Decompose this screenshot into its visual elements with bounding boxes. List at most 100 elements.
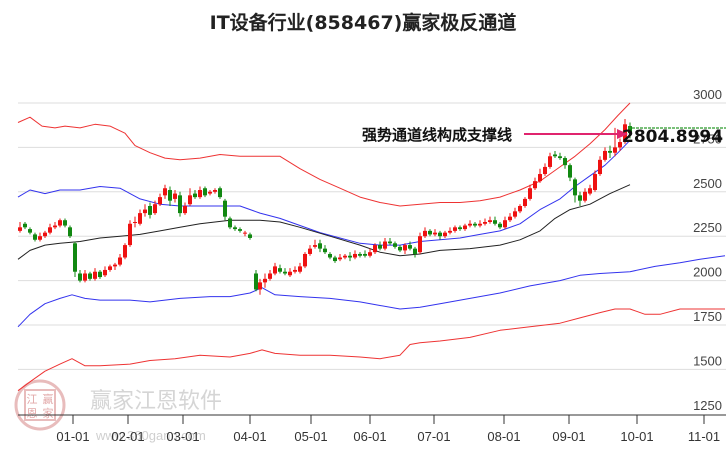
candle-body bbox=[518, 206, 522, 212]
candle-body bbox=[293, 269, 297, 272]
candle-body bbox=[254, 273, 258, 290]
candle-body bbox=[583, 191, 587, 201]
candle-body bbox=[93, 271, 97, 279]
channel-line bbox=[17, 184, 631, 260]
y-tick-label: 2500 bbox=[693, 176, 722, 191]
annotation: 强势通道线构成支撑线 2804.8994 bbox=[362, 126, 726, 147]
candle-body bbox=[303, 253, 307, 267]
candle-body bbox=[308, 248, 312, 254]
y-tick-label: 1500 bbox=[693, 353, 722, 368]
candle-body bbox=[523, 198, 527, 207]
candle-body bbox=[168, 190, 172, 201]
candle-body bbox=[108, 266, 112, 270]
channel-line bbox=[17, 308, 725, 392]
candle-body bbox=[473, 223, 477, 226]
svg-text:恩: 恩 bbox=[27, 407, 38, 420]
candle-body bbox=[38, 236, 42, 240]
candle-body bbox=[463, 225, 467, 230]
candle-body bbox=[613, 147, 617, 153]
arrow-head-icon bbox=[617, 129, 628, 139]
candle-body bbox=[468, 223, 472, 226]
candle-body bbox=[218, 188, 222, 198]
candle-body bbox=[438, 232, 442, 237]
candle-body bbox=[433, 232, 437, 235]
candle-body bbox=[83, 273, 87, 281]
candle-body bbox=[398, 246, 402, 251]
candle-body bbox=[443, 232, 447, 237]
candle-body bbox=[368, 252, 372, 256]
candle-body bbox=[603, 150, 607, 160]
candle-body bbox=[128, 223, 132, 246]
svg-text:赢: 赢 bbox=[43, 392, 54, 406]
x-tick-label: 08-01 bbox=[487, 429, 520, 444]
candle-body bbox=[313, 245, 317, 247]
svg-text:江: 江 bbox=[27, 393, 38, 406]
candle-body bbox=[343, 255, 347, 258]
candle-body bbox=[143, 209, 147, 214]
candle-body bbox=[388, 241, 392, 244]
candle-body bbox=[493, 220, 497, 224]
candle-body bbox=[478, 223, 482, 226]
candle-body bbox=[593, 174, 597, 191]
candle-body bbox=[538, 174, 542, 182]
candle-body bbox=[558, 156, 562, 159]
candle-body bbox=[223, 200, 227, 217]
candle-body bbox=[28, 229, 32, 233]
candle-body bbox=[563, 158, 567, 166]
candle-body bbox=[403, 245, 407, 251]
candle-body bbox=[428, 230, 432, 235]
candle-body bbox=[158, 197, 162, 205]
candle-body bbox=[233, 227, 237, 230]
candle-body bbox=[163, 188, 167, 196]
x-tick-label: 07-01 bbox=[417, 429, 450, 444]
candle-body bbox=[323, 248, 327, 253]
candle-body bbox=[598, 159, 602, 175]
candle-body bbox=[123, 245, 127, 258]
candle-body bbox=[588, 188, 592, 194]
y-tick-label: 2000 bbox=[693, 265, 722, 280]
candle-body bbox=[73, 243, 77, 272]
watermark: 江 赢 恩 家 赢家江恩软件 www.360gann.com bbox=[14, 379, 222, 443]
y-tick-label: 3000 bbox=[693, 87, 722, 102]
candle-body bbox=[148, 206, 152, 215]
candle-body bbox=[358, 253, 362, 256]
watermark-name: 赢家江恩软件 bbox=[90, 389, 222, 414]
candle-body bbox=[193, 193, 197, 198]
x-tick-label: 06-01 bbox=[353, 429, 386, 444]
candle-body bbox=[338, 257, 342, 260]
candle-body bbox=[268, 273, 272, 279]
candle-body bbox=[118, 257, 122, 265]
candle-body bbox=[243, 232, 247, 234]
candle-body bbox=[498, 223, 502, 228]
candle-body bbox=[133, 221, 137, 223]
channel-line bbox=[17, 139, 631, 246]
candle-body bbox=[353, 253, 357, 258]
candle-body bbox=[183, 206, 187, 214]
candle-body bbox=[483, 221, 487, 224]
candle-body bbox=[548, 156, 552, 167]
candle-body bbox=[63, 220, 67, 226]
candle-body bbox=[513, 211, 517, 217]
candle-body bbox=[578, 195, 582, 201]
candle-body bbox=[153, 204, 157, 214]
watermark-seal-icon: 江 赢 恩 家 bbox=[14, 379, 66, 431]
candle-body bbox=[208, 191, 212, 194]
candle-body bbox=[378, 245, 382, 249]
candle-body bbox=[488, 220, 492, 222]
watermark-url: www.360gann.com bbox=[95, 428, 206, 443]
candle-body bbox=[258, 282, 262, 290]
candle-body bbox=[458, 227, 462, 230]
candle-body bbox=[413, 248, 417, 254]
candle-body bbox=[278, 268, 282, 272]
candle-body bbox=[203, 188, 207, 196]
channel-lines bbox=[17, 102, 726, 392]
candle-body bbox=[573, 179, 577, 196]
candle-body bbox=[173, 193, 177, 199]
x-tick-label: 04-01 bbox=[233, 429, 266, 444]
y-tick-label: 1250 bbox=[693, 398, 722, 413]
candle-body bbox=[228, 218, 232, 228]
gridlines bbox=[18, 102, 726, 370]
y-tick-label: 2750 bbox=[693, 131, 722, 146]
candle-body bbox=[333, 257, 337, 262]
y-axis-labels: 3000 2750 2500 2250 2000 1750 1500 1250 bbox=[693, 87, 722, 413]
